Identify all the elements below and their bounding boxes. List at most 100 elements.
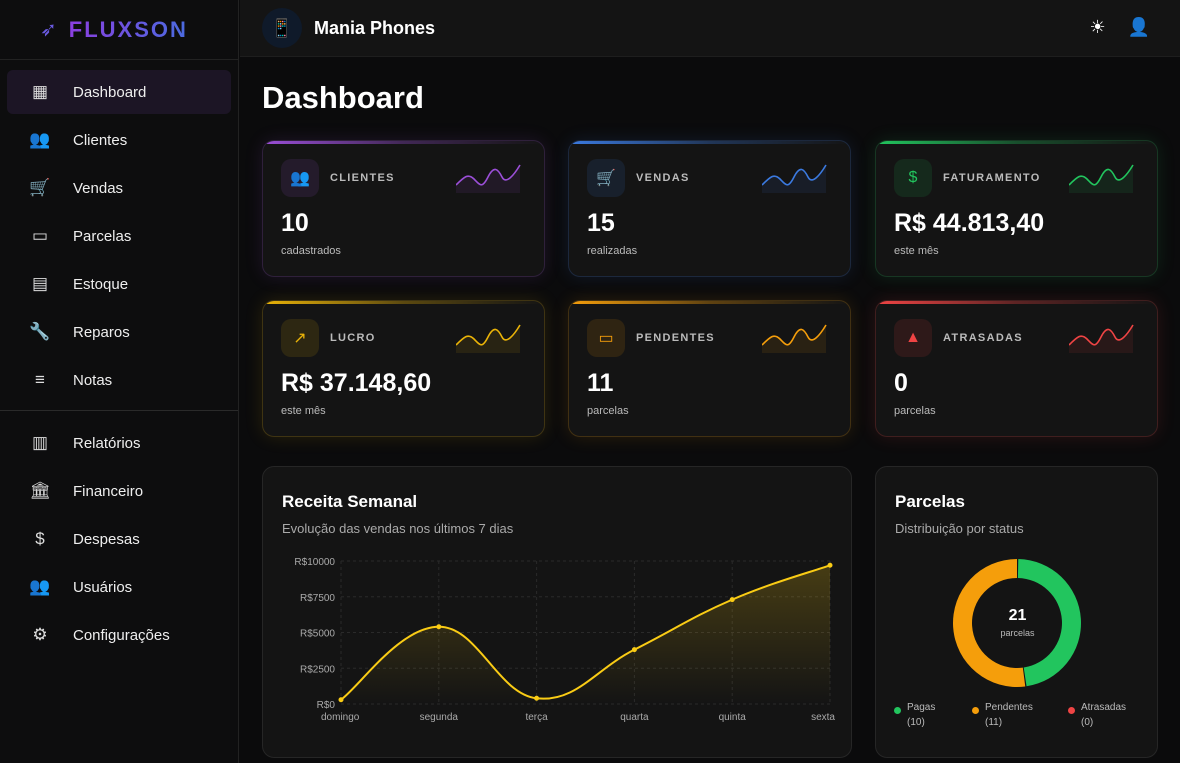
sidebar-item-vendas[interactable]: 🛒 Vendas bbox=[7, 166, 231, 210]
card-sub: parcelas bbox=[587, 405, 629, 417]
stat-card-pendentes[interactable]: ▭ PENDENTES 11 parcelas bbox=[568, 300, 851, 437]
sidebar-item-despesas[interactable]: $ Despesas bbox=[7, 517, 231, 561]
donut-slice-pagas[interactable] bbox=[1017, 559, 1081, 687]
dollar-icon: $ bbox=[894, 159, 932, 197]
archive-icon: ▤ bbox=[31, 274, 49, 293]
stat-card-faturamento[interactable]: $ FATURAMENTO R$ 44.813,40 este mês bbox=[875, 140, 1158, 277]
sidebar-item-parcelas[interactable]: ▭ Parcelas bbox=[7, 214, 231, 258]
card-label: FATURAMENTO bbox=[943, 172, 1041, 184]
y-tick-label: R$0 bbox=[317, 700, 336, 711]
x-tick-label: quarta bbox=[620, 712, 649, 723]
store-avatar[interactable]: 📱 bbox=[262, 8, 302, 48]
people-icon: 👥 bbox=[281, 159, 319, 197]
parcelas-panel: Parcelas Distribuição por status 21 parc… bbox=[875, 466, 1158, 758]
card-sub: este mês bbox=[894, 245, 939, 257]
card-icon: ▭ bbox=[31, 226, 49, 245]
stat-card-clientes[interactable]: 👥 CLIENTES 10 cadastrados bbox=[262, 140, 545, 277]
sparkline bbox=[456, 164, 521, 193]
card-accent-bar bbox=[569, 141, 850, 144]
sparkline bbox=[456, 324, 521, 353]
sidebar-item-configurações[interactable]: ⚙ Configurações bbox=[7, 613, 231, 657]
sidebar-item-dashboard[interactable]: ▦ Dashboard bbox=[7, 70, 231, 114]
wrench-icon: 🔧 bbox=[29, 322, 51, 341]
sparkline bbox=[1069, 164, 1134, 193]
data-point bbox=[436, 624, 442, 630]
sidebar-item-label: Dashboard bbox=[73, 83, 147, 101]
legend-count: (0) bbox=[1081, 717, 1094, 728]
user-icon[interactable]: 👤 bbox=[1127, 17, 1150, 37]
donut-total-label: parcelas bbox=[1000, 628, 1035, 638]
weekly-revenue-panel: Receita Semanal Evolução das vendas nos … bbox=[262, 466, 852, 758]
store-name: Mania Phones bbox=[314, 17, 436, 38]
stat-card-lucro[interactable]: ↗ LUCRO R$ 37.148,60 este mês bbox=[262, 300, 545, 437]
card-accent-bar bbox=[876, 141, 1157, 144]
sidebar-item-label: Configurações bbox=[73, 626, 170, 644]
card-icon: ▭ bbox=[587, 319, 625, 357]
panel-title: Receita Semanal bbox=[282, 492, 418, 511]
data-point bbox=[827, 562, 833, 568]
legend-label: Pagas bbox=[907, 702, 936, 713]
money-off-icon: $ bbox=[35, 529, 45, 548]
sparkline bbox=[762, 324, 827, 353]
sidebar-item-label: Clientes bbox=[73, 131, 128, 149]
card-value: 15 bbox=[587, 209, 615, 237]
sidebar-item-label: Despesas bbox=[73, 530, 140, 548]
card-sub: parcelas bbox=[894, 405, 936, 417]
sidebar-item-label: Vendas bbox=[73, 179, 124, 197]
warning-icon: ▲ bbox=[894, 319, 932, 357]
sparkline bbox=[1069, 324, 1134, 353]
data-point bbox=[338, 697, 344, 703]
panel-subtitle: Evolução das vendas nos últimos 7 dias bbox=[282, 521, 514, 536]
legend-dot bbox=[1068, 707, 1075, 714]
sidebar-item-reparos[interactable]: 🔧 Reparos bbox=[7, 310, 231, 354]
data-point bbox=[631, 647, 637, 653]
legend-label: Atrasadas bbox=[1081, 702, 1127, 713]
cart-icon: 🛒 bbox=[29, 178, 51, 197]
page-title: Dashboard bbox=[262, 80, 424, 115]
donut-total: 21 bbox=[1008, 607, 1027, 624]
legend-item-atrasadas[interactable]: Atrasadas (0) bbox=[1068, 700, 1126, 730]
donut-slice-pendentes[interactable] bbox=[952, 559, 1026, 687]
sidebar-divider bbox=[0, 410, 238, 411]
sun-icon[interactable]: ☀ bbox=[1089, 17, 1106, 37]
top-header: 📱 Mania Phones ☀ 👤 bbox=[240, 0, 1180, 57]
x-tick-label: segunda bbox=[420, 712, 459, 723]
sidebar-item-label: Reparos bbox=[73, 323, 130, 341]
panel-subtitle: Distribuição por status bbox=[895, 521, 1024, 536]
people-icon: 👥 bbox=[29, 577, 51, 596]
sidebar-item-notas[interactable]: ≡ Notas bbox=[7, 358, 231, 402]
y-tick-label: R$5000 bbox=[300, 629, 335, 640]
sidebar-item-financeiro[interactable]: 🏛 Financeiro bbox=[7, 469, 231, 513]
area-fill bbox=[341, 565, 830, 704]
sidebar-item-usuários[interactable]: 👥 Usuários bbox=[7, 565, 231, 609]
card-sub: este mês bbox=[281, 405, 326, 417]
sidebar-item-relatórios[interactable]: ▥ Relatórios bbox=[7, 421, 231, 465]
sidebar-item-label: Estoque bbox=[73, 275, 129, 293]
legend-count: (11) bbox=[985, 717, 1003, 728]
sidebar-item-label: Parcelas bbox=[73, 227, 132, 245]
stat-card-vendas[interactable]: 🛒 VENDAS 15 realizadas bbox=[568, 140, 851, 277]
card-accent-bar bbox=[876, 301, 1157, 304]
brand-logo[interactable]: ➶ FLUXSON bbox=[0, 0, 238, 60]
card-value: R$ 37.148,60 bbox=[281, 369, 432, 397]
card-label: VENDAS bbox=[636, 172, 690, 184]
card-value: 0 bbox=[894, 369, 908, 397]
card-accent-bar bbox=[569, 301, 850, 304]
weekly-revenue-chart: R$0 R$2500 R$5000 R$7500 R$10000 domingo segun… bbox=[294, 557, 835, 723]
bank-icon: 🏛 bbox=[29, 481, 51, 500]
card-accent-bar bbox=[263, 141, 544, 144]
sidebar-item-clientes[interactable]: 👥 Clientes bbox=[7, 118, 231, 162]
legend-count: (10) bbox=[907, 717, 925, 728]
y-tick-label: R$7500 bbox=[300, 593, 335, 604]
legend-item-pendentes[interactable]: Pendentes (11) bbox=[972, 700, 1033, 730]
x-tick-label: sexta bbox=[811, 712, 835, 723]
trending-up-icon: ↗ bbox=[281, 319, 319, 357]
stat-card-atrasadas[interactable]: ▲ ATRASADAS 0 parcelas bbox=[875, 300, 1158, 437]
card-value: 10 bbox=[281, 209, 309, 237]
x-tick-label: quinta bbox=[719, 712, 747, 723]
y-tick-label: R$2500 bbox=[300, 664, 335, 675]
notes-icon: ≡ bbox=[35, 370, 45, 389]
data-point bbox=[729, 597, 735, 603]
sidebar-item-estoque[interactable]: ▤ Estoque bbox=[7, 262, 231, 306]
legend-item-pagas[interactable]: Pagas (10) bbox=[894, 700, 935, 730]
